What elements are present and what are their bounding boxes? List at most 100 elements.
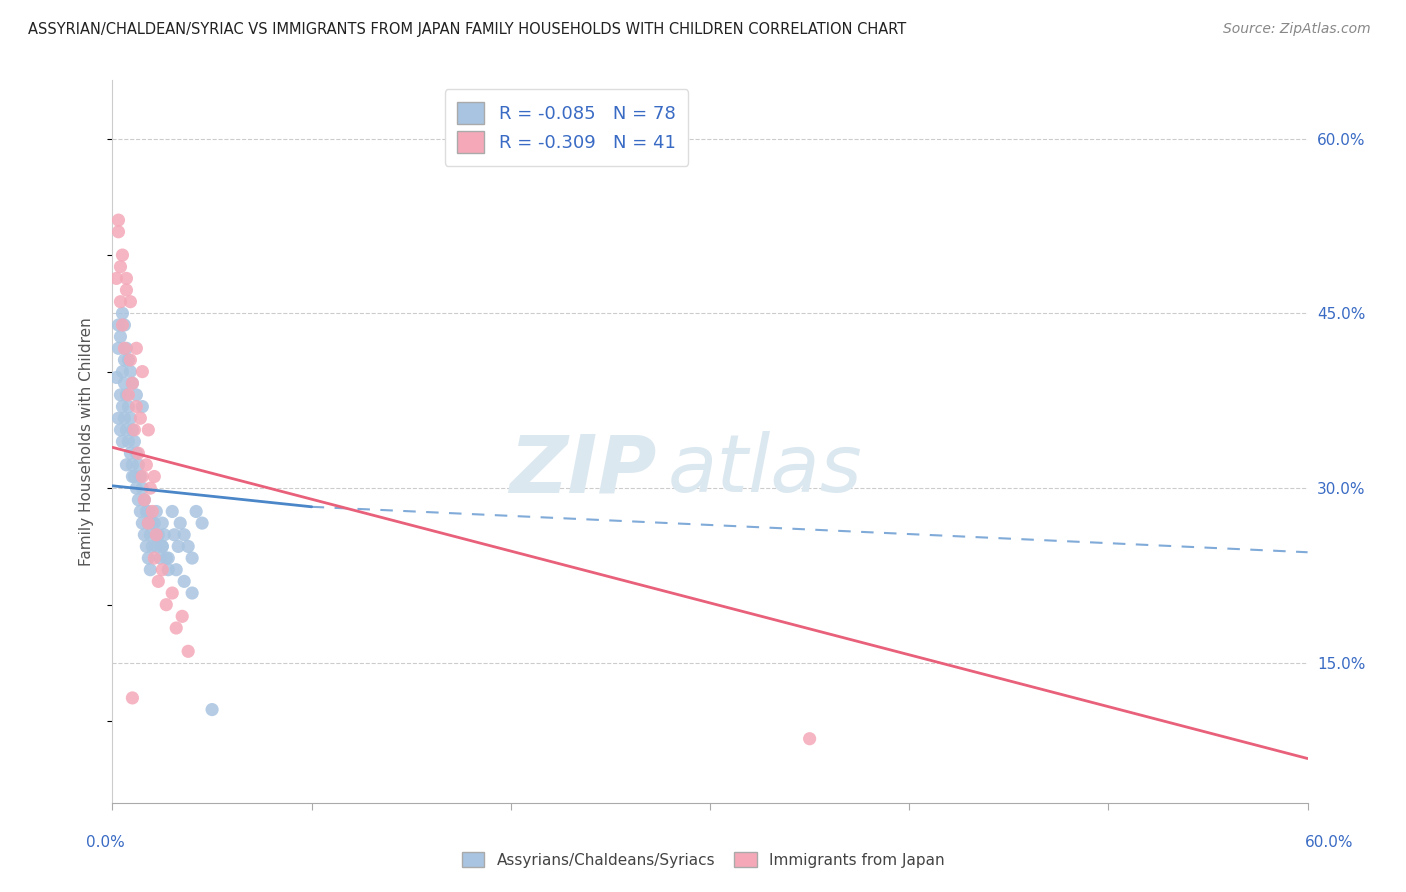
Point (114, 318, 135, 332)
Point (155, 551, 177, 566)
Point (115, 458, 138, 472)
Point (143, 469, 166, 483)
Y-axis label: Family Households with Children: Family Households with Children (79, 318, 94, 566)
Point (131, 365, 153, 379)
Point (138, 504, 160, 518)
Point (149, 551, 172, 566)
Point (115, 283, 138, 297)
Point (173, 528, 195, 542)
Point (165, 563, 187, 577)
Point (127, 446, 149, 460)
Point (143, 551, 166, 566)
Point (115, 423, 138, 437)
Point (121, 376, 143, 391)
Point (138, 516, 160, 530)
Point (120, 365, 142, 379)
Point (117, 388, 139, 402)
Point (162, 586, 183, 600)
Point (110, 388, 132, 402)
Text: 0.0%: 0.0% (86, 836, 125, 850)
Point (110, 260, 132, 274)
Point (110, 329, 132, 343)
Point (125, 400, 148, 414)
Point (111, 248, 134, 262)
Point (134, 492, 156, 507)
Point (117, 400, 139, 414)
Point (145, 504, 167, 518)
Point (125, 481, 148, 495)
Point (169, 516, 191, 530)
Point (120, 353, 142, 368)
Point (145, 528, 167, 542)
Point (177, 540, 200, 554)
Point (148, 528, 170, 542)
Point (107, 225, 129, 239)
Point (157, 551, 180, 566)
Point (167, 540, 190, 554)
Point (111, 318, 134, 332)
Point (127, 458, 149, 472)
Point (110, 294, 132, 309)
Point (145, 528, 167, 542)
Point (139, 563, 162, 577)
Point (173, 574, 195, 589)
Point (131, 400, 153, 414)
Text: ZIP: ZIP (509, 432, 657, 509)
Point (107, 318, 129, 332)
Point (124, 469, 146, 483)
Point (125, 341, 148, 355)
Point (121, 423, 143, 437)
Point (107, 341, 129, 355)
Point (139, 528, 162, 542)
Point (150, 540, 173, 554)
Point (138, 516, 160, 530)
Point (163, 528, 186, 542)
Point (111, 400, 134, 414)
Point (121, 458, 143, 472)
Point (105, 370, 128, 384)
Point (135, 540, 157, 554)
Point (105, 271, 128, 285)
Point (150, 563, 173, 577)
Point (181, 586, 204, 600)
Point (186, 504, 208, 518)
Point (111, 365, 134, 379)
Point (172, 609, 194, 624)
Point (111, 434, 134, 449)
Point (107, 213, 129, 227)
Point (134, 528, 156, 542)
Point (120, 294, 142, 309)
Point (117, 434, 139, 449)
Text: atlas: atlas (668, 432, 863, 509)
Point (191, 516, 214, 530)
Point (177, 644, 200, 658)
Text: 60.0%: 60.0% (1305, 836, 1353, 850)
Point (799, 731, 821, 746)
Point (111, 306, 134, 320)
Point (138, 551, 160, 566)
Point (124, 423, 146, 437)
Point (138, 423, 160, 437)
Legend: Assyrians/Chaldeans/Syriacs, Immigrants from Japan: Assyrians/Chaldeans/Syriacs, Immigrants … (456, 846, 950, 873)
Point (165, 621, 187, 635)
Point (150, 540, 173, 554)
Point (120, 446, 142, 460)
Point (114, 341, 135, 355)
Point (125, 446, 148, 460)
Point (131, 481, 153, 495)
Point (107, 411, 129, 425)
Point (127, 492, 149, 507)
Point (141, 540, 163, 554)
Point (139, 481, 162, 495)
Point (121, 376, 143, 391)
Point (129, 411, 152, 425)
Text: ASSYRIAN/CHALDEAN/SYRIAC VS IMMIGRANTS FROM JAPAN FAMILY HOUSEHOLDS WITH CHILDRE: ASSYRIAN/CHALDEAN/SYRIAC VS IMMIGRANTS F… (28, 22, 907, 37)
Point (115, 341, 138, 355)
Point (153, 528, 176, 542)
Point (135, 504, 157, 518)
Point (117, 353, 139, 368)
Point (155, 598, 177, 612)
Text: Source: ZipAtlas.com: Source: ZipAtlas.com (1223, 22, 1371, 37)
Legend: R = -0.085   N = 78, R = -0.309   N = 41: R = -0.085 N = 78, R = -0.309 N = 41 (444, 89, 689, 166)
Point (110, 423, 132, 437)
